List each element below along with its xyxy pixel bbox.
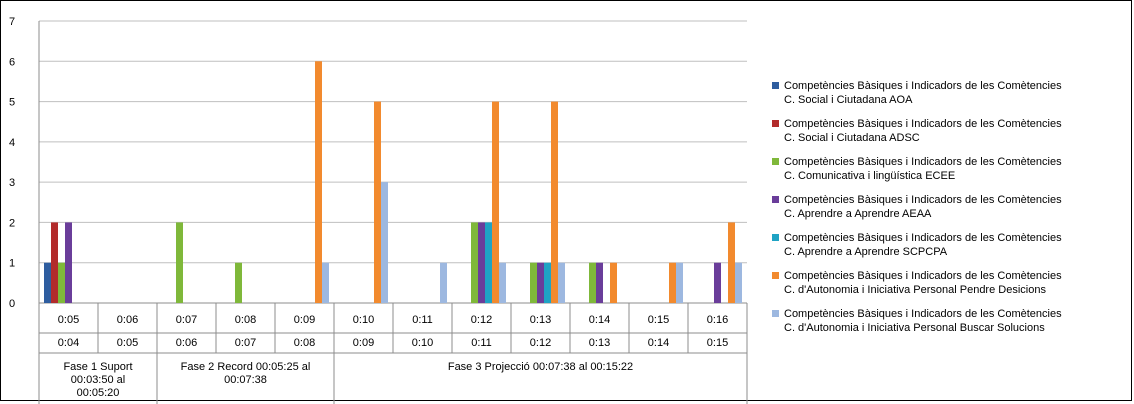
x-tick-label: 0:08: [235, 314, 256, 326]
bar: [235, 262, 242, 303]
bar: [471, 222, 478, 303]
legend-label: C. Aprendre a Aprendre SCPCPA: [784, 246, 948, 258]
legend-label: Competències Bàsiques i Indicadors de le…: [784, 308, 1062, 320]
legend-label: C. d'Autonomia i Iniciativa Personal Bus…: [784, 322, 1045, 334]
x-tick-label-row2: 0:12: [530, 337, 551, 349]
bar: [485, 222, 492, 303]
bar: [381, 182, 388, 303]
x-tick-label-row2: 0:05: [117, 337, 138, 349]
legend-label: C. Comunicativa i lingüística ECEE: [784, 170, 956, 182]
x-tick-label-row2: 0:13: [589, 337, 610, 349]
x-tick-label-row2: 0:04: [58, 337, 79, 349]
bar: [176, 222, 183, 303]
bar: [544, 262, 551, 303]
bar: [669, 262, 676, 303]
x-tick-label-row2: 0:08: [294, 337, 315, 349]
y-tick-label: 4: [9, 137, 15, 149]
x-tick-label: 0:07: [176, 314, 197, 326]
bar: [58, 262, 65, 303]
bar: [322, 262, 329, 303]
bar: [44, 262, 51, 303]
bar: [589, 262, 596, 303]
x-tick-label-row2: 0:09: [353, 337, 374, 349]
group-label: Fase 3 Projecció 00:07:38 al 00:15:22: [448, 361, 633, 373]
bar: [65, 222, 72, 303]
legend-label: Competències Bàsiques i Indicadors de le…: [784, 270, 1062, 282]
x-tick-label: 0:11: [412, 314, 433, 326]
x-tick-label: 0:06: [117, 314, 138, 326]
legend-swatch: [772, 82, 779, 89]
x-tick-label-row2: 0:14: [648, 337, 669, 349]
legend: Competències Bàsiques i Indicadors de le…: [772, 79, 1127, 345]
x-tick-label: 0:05: [58, 314, 79, 326]
legend-item: Competències Bàsiques i Indicadors de le…: [772, 117, 1127, 145]
bar: [610, 262, 617, 303]
legend-swatch: [772, 196, 779, 203]
legend-item: Competències Bàsiques i Indicadors de le…: [772, 79, 1127, 107]
group-label: Fase 2 Record 00:05:25 al 00:07:38: [181, 361, 311, 386]
x-tick-label-row2: 0:06: [176, 337, 197, 349]
legend-label: C. d'Autonomia i Iniciativa Personal Pen…: [784, 284, 1046, 296]
legend-item: Competències Bàsiques i Indicadors de le…: [772, 155, 1127, 183]
x-tick-label-row2: 0:11: [471, 337, 492, 349]
x-tick-label: 0:10: [353, 314, 374, 326]
x-tick-label-row2: 0:15: [707, 337, 728, 349]
bar: [537, 262, 544, 303]
legend-swatch: [772, 234, 779, 241]
legend-item: Competències Bàsiques i Indicadors de le…: [772, 269, 1127, 297]
bar: [735, 262, 742, 303]
legend-item: Competències Bàsiques i Indicadors de le…: [772, 193, 1127, 221]
legend-label: Competències Bàsiques i Indicadors de le…: [784, 232, 1062, 244]
legend-label: C. Social i Ciutadana AOA: [784, 94, 913, 106]
legend-label: C. Aprendre a Aprendre AEAA: [784, 208, 932, 220]
y-tick-label: 7: [9, 16, 15, 28]
x-tick-label: 0:09: [294, 314, 315, 326]
legend-swatch: [772, 158, 779, 165]
y-tick-label: 1: [9, 258, 15, 270]
bar: [551, 101, 558, 303]
x-tick-label: 0:12: [471, 314, 492, 326]
legend-label: Competències Bàsiques i Indicadors de le…: [784, 118, 1062, 130]
bar: [440, 262, 447, 303]
legend-label: C. Social i Ciutadana ADSC: [784, 132, 920, 144]
y-tick-label: 5: [9, 97, 15, 109]
bar: [558, 262, 565, 303]
bar: [492, 101, 499, 303]
bar: [51, 222, 58, 303]
y-tick-label: 2: [9, 217, 15, 229]
bar: [714, 262, 721, 303]
y-tick-label: 3: [9, 177, 15, 189]
bar: [499, 262, 506, 303]
x-tick-label: 0:14: [589, 314, 610, 326]
bar: [478, 222, 485, 303]
x-tick-label-row2: 0:07: [235, 337, 256, 349]
legend-label: Competències Bàsiques i Indicadors de le…: [784, 156, 1062, 168]
legend-label: Competències Bàsiques i Indicadors de le…: [784, 80, 1062, 92]
group-label: Fase 1 Suport 00:03:50 al 00:05:20: [63, 361, 132, 399]
x-tick-label-row2: 0:10: [412, 337, 433, 349]
bar: [374, 101, 381, 303]
legend-swatch: [772, 272, 779, 279]
bar: [596, 262, 603, 303]
bar: [728, 222, 735, 303]
legend-swatch: [772, 310, 779, 317]
legend-item: Competències Bàsiques i Indicadors de le…: [772, 231, 1127, 259]
bar: [530, 262, 537, 303]
legend-swatch: [772, 120, 779, 127]
y-tick-label: 0: [9, 298, 15, 310]
x-tick-label: 0:16: [707, 314, 728, 326]
x-tick-label: 0:15: [648, 314, 669, 326]
bar: [676, 262, 683, 303]
bar: [315, 61, 322, 304]
legend-item: Competències Bàsiques i Indicadors de le…: [772, 307, 1127, 335]
legend-label: Competències Bàsiques i Indicadors de le…: [784, 194, 1062, 206]
x-tick-label: 0:13: [530, 314, 551, 326]
y-tick-label: 6: [9, 56, 15, 68]
